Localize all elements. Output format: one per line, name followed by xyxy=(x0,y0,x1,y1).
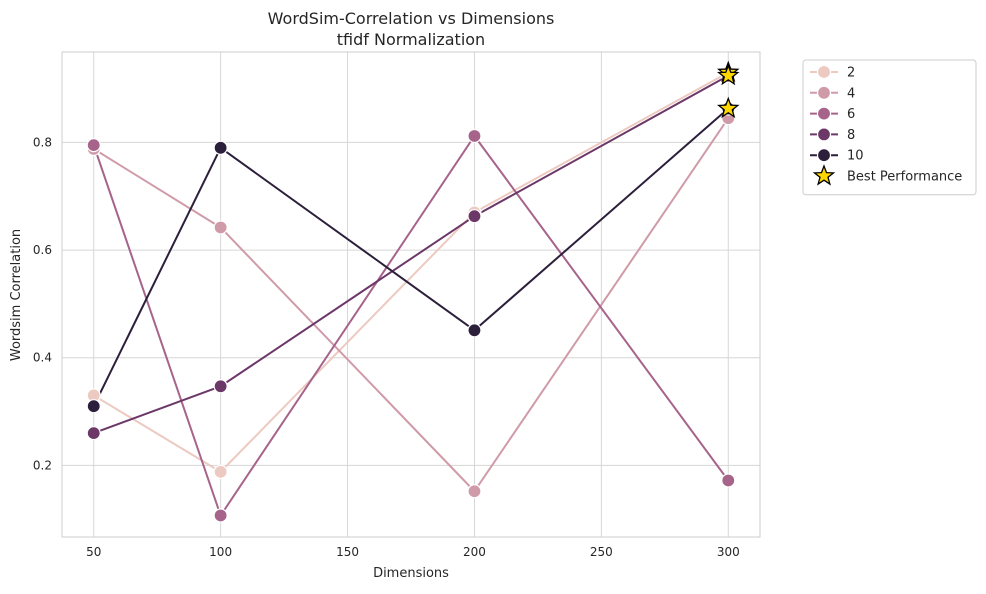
y-tick-label: 0.4 xyxy=(33,351,52,365)
x-tick-label: 200 xyxy=(463,545,486,559)
series-point-4 xyxy=(213,220,228,235)
x-tick-label: 300 xyxy=(717,545,740,559)
legend-marker-4 xyxy=(816,85,832,100)
legend-marker-8 xyxy=(816,127,832,142)
y-tick-label: 0.6 xyxy=(33,243,52,257)
series-point-4 xyxy=(467,484,482,499)
series-line-4 xyxy=(93,117,730,493)
series-line-8 xyxy=(93,74,729,435)
legend-label-2: 2 xyxy=(847,66,855,81)
legend-marker-6 xyxy=(816,106,832,121)
series-point-10 xyxy=(467,323,482,338)
legend-label-best-performance: Best Performance xyxy=(847,170,962,185)
series-point-8 xyxy=(213,379,228,394)
x-axis-label: Dimensions xyxy=(373,566,449,581)
x-tick-label: 50 xyxy=(86,545,101,559)
legend-box xyxy=(802,59,977,196)
series-point-6 xyxy=(467,128,482,144)
legend-label-6: 6 xyxy=(847,107,855,122)
plot-frame xyxy=(61,51,761,538)
y-axis-label: Wordsim Correlation xyxy=(9,229,24,361)
legend-star-icon xyxy=(812,164,836,186)
series-point-8 xyxy=(86,426,101,441)
series-point-6 xyxy=(213,508,228,523)
series-point-8 xyxy=(467,209,482,224)
x-tick-label: 100 xyxy=(209,545,232,559)
series-point-6 xyxy=(86,138,101,153)
best-performance-star xyxy=(716,63,740,86)
series-line-2 xyxy=(93,71,729,473)
series-point-6 xyxy=(721,473,736,488)
legend-label-4: 4 xyxy=(847,86,855,101)
y-tick-label: 0.2 xyxy=(33,458,52,472)
legend-marker-2 xyxy=(816,64,832,80)
chart-subtitle: tfidf Normalization xyxy=(337,30,485,49)
y-tick-label: 0.8 xyxy=(33,135,52,149)
chart-title: WordSim-Correlation vs Dimensions xyxy=(268,9,555,28)
x-tick-label: 150 xyxy=(336,545,359,559)
best-performance-star xyxy=(716,96,740,119)
legend-marker-10 xyxy=(816,148,832,163)
legend-label-8: 8 xyxy=(847,128,855,143)
series-line-10 xyxy=(92,107,729,407)
legend: 2 4 6 8 10 Best Performance xyxy=(802,59,977,196)
series-point-10 xyxy=(86,399,101,414)
x-tick-label: 250 xyxy=(590,545,613,559)
series-line-6 xyxy=(92,134,730,517)
series-point-10 xyxy=(213,140,228,155)
legend-label-10: 10 xyxy=(847,149,864,164)
series-point-2 xyxy=(213,464,228,479)
plot-area: 50 100 150 200 250 300 0.2 0.4 0.6 0.8 xyxy=(33,51,761,559)
